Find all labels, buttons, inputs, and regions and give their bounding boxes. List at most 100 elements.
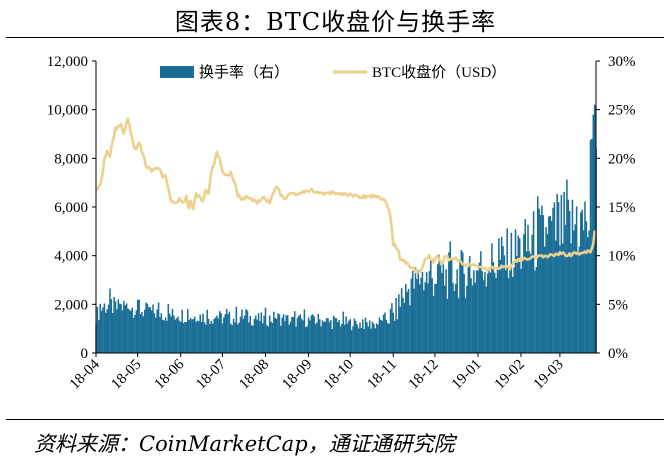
turnover-bar xyxy=(555,240,557,353)
turnover-bar xyxy=(309,320,311,353)
turnover-bar xyxy=(220,313,222,353)
turnover-bar xyxy=(452,282,454,353)
turnover-bar xyxy=(98,320,100,353)
turnover-bar xyxy=(250,325,253,353)
y-left-tick-label: 6,000 xyxy=(54,200,88,216)
y-left-tick-label: 8,000 xyxy=(54,151,88,167)
turnover-bar xyxy=(177,316,179,353)
turnover-bar xyxy=(182,323,185,353)
turnover-bar xyxy=(491,243,493,353)
turnover-bar xyxy=(349,319,352,353)
turnover-bar xyxy=(131,307,133,353)
turnover-bar xyxy=(305,327,307,353)
turnover-bar xyxy=(111,313,114,353)
turnover-bar xyxy=(310,315,313,353)
turnover-bar xyxy=(524,219,527,353)
turnover-bar xyxy=(464,297,467,353)
bottom-rule xyxy=(6,419,664,420)
turnover-bar xyxy=(211,323,214,353)
turnover-bar xyxy=(282,314,285,353)
turnover-bar xyxy=(255,315,257,353)
turnover-bar xyxy=(543,246,546,353)
turnover-bar xyxy=(156,309,158,353)
turnover-bar xyxy=(267,326,270,353)
turnover-bar xyxy=(514,229,517,353)
turnover-bar xyxy=(217,318,220,353)
turnover-bar xyxy=(374,328,377,353)
turnover-bar xyxy=(431,278,433,353)
turnover-bar xyxy=(574,224,577,353)
turnover-bar xyxy=(311,314,314,353)
turnover-bar xyxy=(253,318,256,353)
turnover-bar xyxy=(375,323,378,353)
turnover-bar xyxy=(509,269,511,353)
turnover-bar xyxy=(346,323,349,353)
turnover-bar xyxy=(384,312,386,353)
turnover-bar xyxy=(181,309,183,353)
turnover-bar xyxy=(274,317,277,353)
turnover-bar xyxy=(381,320,383,353)
turnover-bar xyxy=(392,312,395,353)
turnover-bar xyxy=(355,320,357,353)
turnover-bar xyxy=(118,303,121,353)
turnover-bar xyxy=(418,284,421,353)
turnover-bar xyxy=(134,315,136,353)
turnover-bar xyxy=(241,309,243,353)
turnover-bar xyxy=(150,310,153,353)
turnover-bar xyxy=(200,321,203,353)
turnover-bar xyxy=(295,326,297,353)
turnover-bar xyxy=(128,309,131,353)
turnover-bar xyxy=(153,313,156,353)
turnover-bar xyxy=(324,321,327,353)
turnover-bar xyxy=(228,311,231,353)
y-left-tick-label: 2,000 xyxy=(54,297,88,313)
turnover-bar xyxy=(178,320,181,353)
turnover-bar xyxy=(298,315,300,353)
turnover-bar xyxy=(360,327,363,353)
turnover-bar xyxy=(102,307,104,353)
turnover-bar xyxy=(584,201,586,353)
turnover-bar xyxy=(157,302,160,353)
turnover-bar xyxy=(218,311,221,353)
turnover-bar xyxy=(535,267,538,353)
turnover-bar xyxy=(271,322,274,353)
turnover-bar xyxy=(518,238,521,353)
turnover-bar xyxy=(425,272,428,353)
x-tick-label: 18-11 xyxy=(364,357,400,393)
turnover-bars xyxy=(95,104,597,353)
turnover-bar xyxy=(159,317,161,353)
turnover-bar xyxy=(436,264,439,353)
turnover-bar xyxy=(534,270,536,353)
turnover-bar xyxy=(386,323,389,353)
turnover-bar xyxy=(103,303,106,353)
turnover-bar xyxy=(482,280,485,353)
turnover-bar xyxy=(167,303,170,353)
turnover-bar xyxy=(406,291,408,353)
turnover-bar xyxy=(335,318,338,353)
turnover-bar xyxy=(299,314,302,353)
turnover-bar xyxy=(430,258,432,353)
turnover-bar xyxy=(239,316,242,353)
turnover-bar xyxy=(527,224,529,353)
turnover-bar xyxy=(303,309,306,353)
turnover-bar xyxy=(168,313,171,353)
turnover-bar xyxy=(493,272,496,353)
turnover-bar xyxy=(318,319,321,353)
turnover-bar xyxy=(441,272,443,353)
turnover-bar xyxy=(459,259,461,353)
turnover-bar xyxy=(480,251,482,353)
turnover-bar xyxy=(359,322,361,353)
turnover-bar xyxy=(341,323,343,353)
turnover-bar xyxy=(353,318,356,353)
turnover-bar xyxy=(257,313,260,353)
turnover-bar xyxy=(170,316,172,353)
turnover-bar xyxy=(296,317,299,353)
turnover-bar xyxy=(475,270,478,353)
turnover-bar xyxy=(235,306,238,353)
turnover-bar xyxy=(438,254,440,353)
turnover-bar xyxy=(577,251,579,353)
turnover-bar xyxy=(561,243,564,353)
turnover-bar xyxy=(225,308,228,353)
turnover-bar xyxy=(221,323,224,353)
turnover-bar xyxy=(563,191,565,353)
